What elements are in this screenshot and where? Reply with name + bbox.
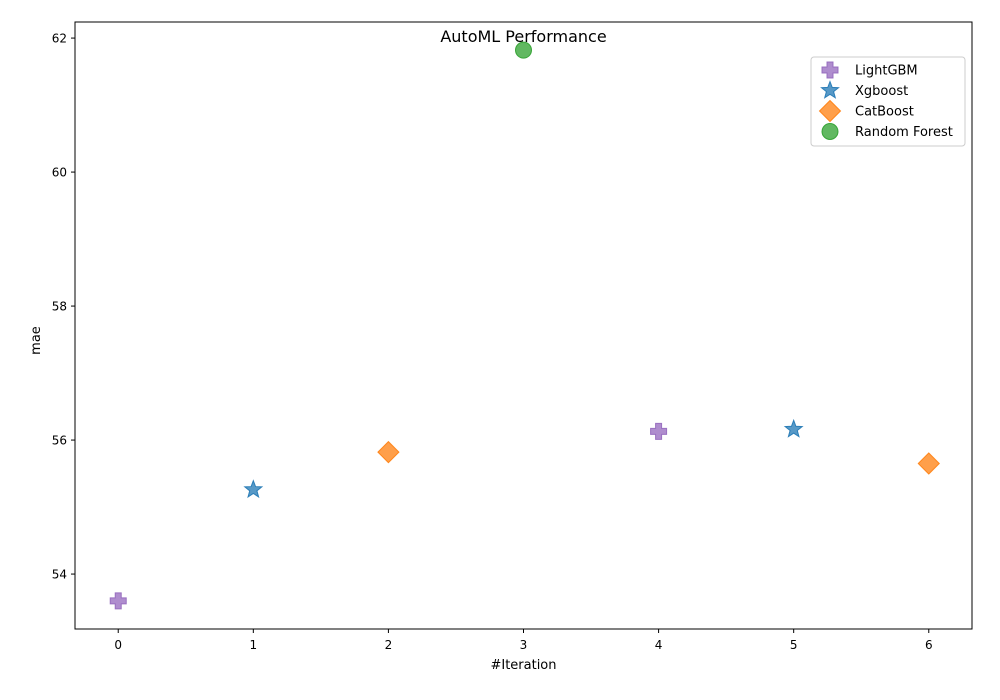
legend: LightGBM Xgboost CatBoost Random Forest: [810, 56, 966, 147]
x-axis: 0 1 2 3 4 5 6: [114, 629, 933, 652]
x-tick-label: 0: [114, 638, 122, 652]
legend-box: [810, 56, 966, 147]
x-tick-label: 6: [925, 638, 933, 652]
legend-label-random-forest: Random Forest: [855, 125, 953, 140]
y-tick-label: 62: [52, 32, 67, 46]
point-catboost: [917, 452, 940, 475]
y-tick-label: 58: [52, 300, 67, 314]
point-xgboost: [243, 479, 264, 499]
legend-label-catboost: CatBoost: [855, 105, 914, 120]
legend-marker-xgboost: [820, 80, 840, 99]
y-tick-label: 56: [52, 434, 67, 448]
y-tick-label: 60: [52, 166, 67, 180]
point-catboost: [377, 440, 400, 464]
data-points: [109, 41, 940, 610]
legend-label-xgboost: Xgboost: [855, 84, 908, 99]
x-axis-label: #Iteration: [490, 658, 556, 673]
legend-marker-random-forest: [821, 123, 839, 140]
x-tick-label: 5: [790, 638, 798, 652]
x-tick-label: 1: [249, 638, 257, 652]
x-tick-label: 2: [385, 638, 393, 652]
legend-marker-lightgbm: [821, 61, 839, 79]
y-axis-label: mae: [29, 326, 44, 355]
point-xgboost: [783, 418, 804, 438]
x-tick-label: 4: [655, 638, 663, 652]
point-lightgbm: [650, 422, 668, 440]
legend-marker-catboost: [818, 99, 842, 123]
point-random-forest: [515, 41, 532, 59]
chart-title: AutoML Performance: [440, 27, 606, 46]
x-tick-label: 3: [520, 638, 528, 652]
point-lightgbm: [109, 592, 127, 610]
y-tick-label: 54: [52, 568, 67, 582]
legend-label-lightgbm: LightGBM: [855, 64, 918, 79]
y-axis: 54 56 58 60 62: [52, 32, 75, 582]
